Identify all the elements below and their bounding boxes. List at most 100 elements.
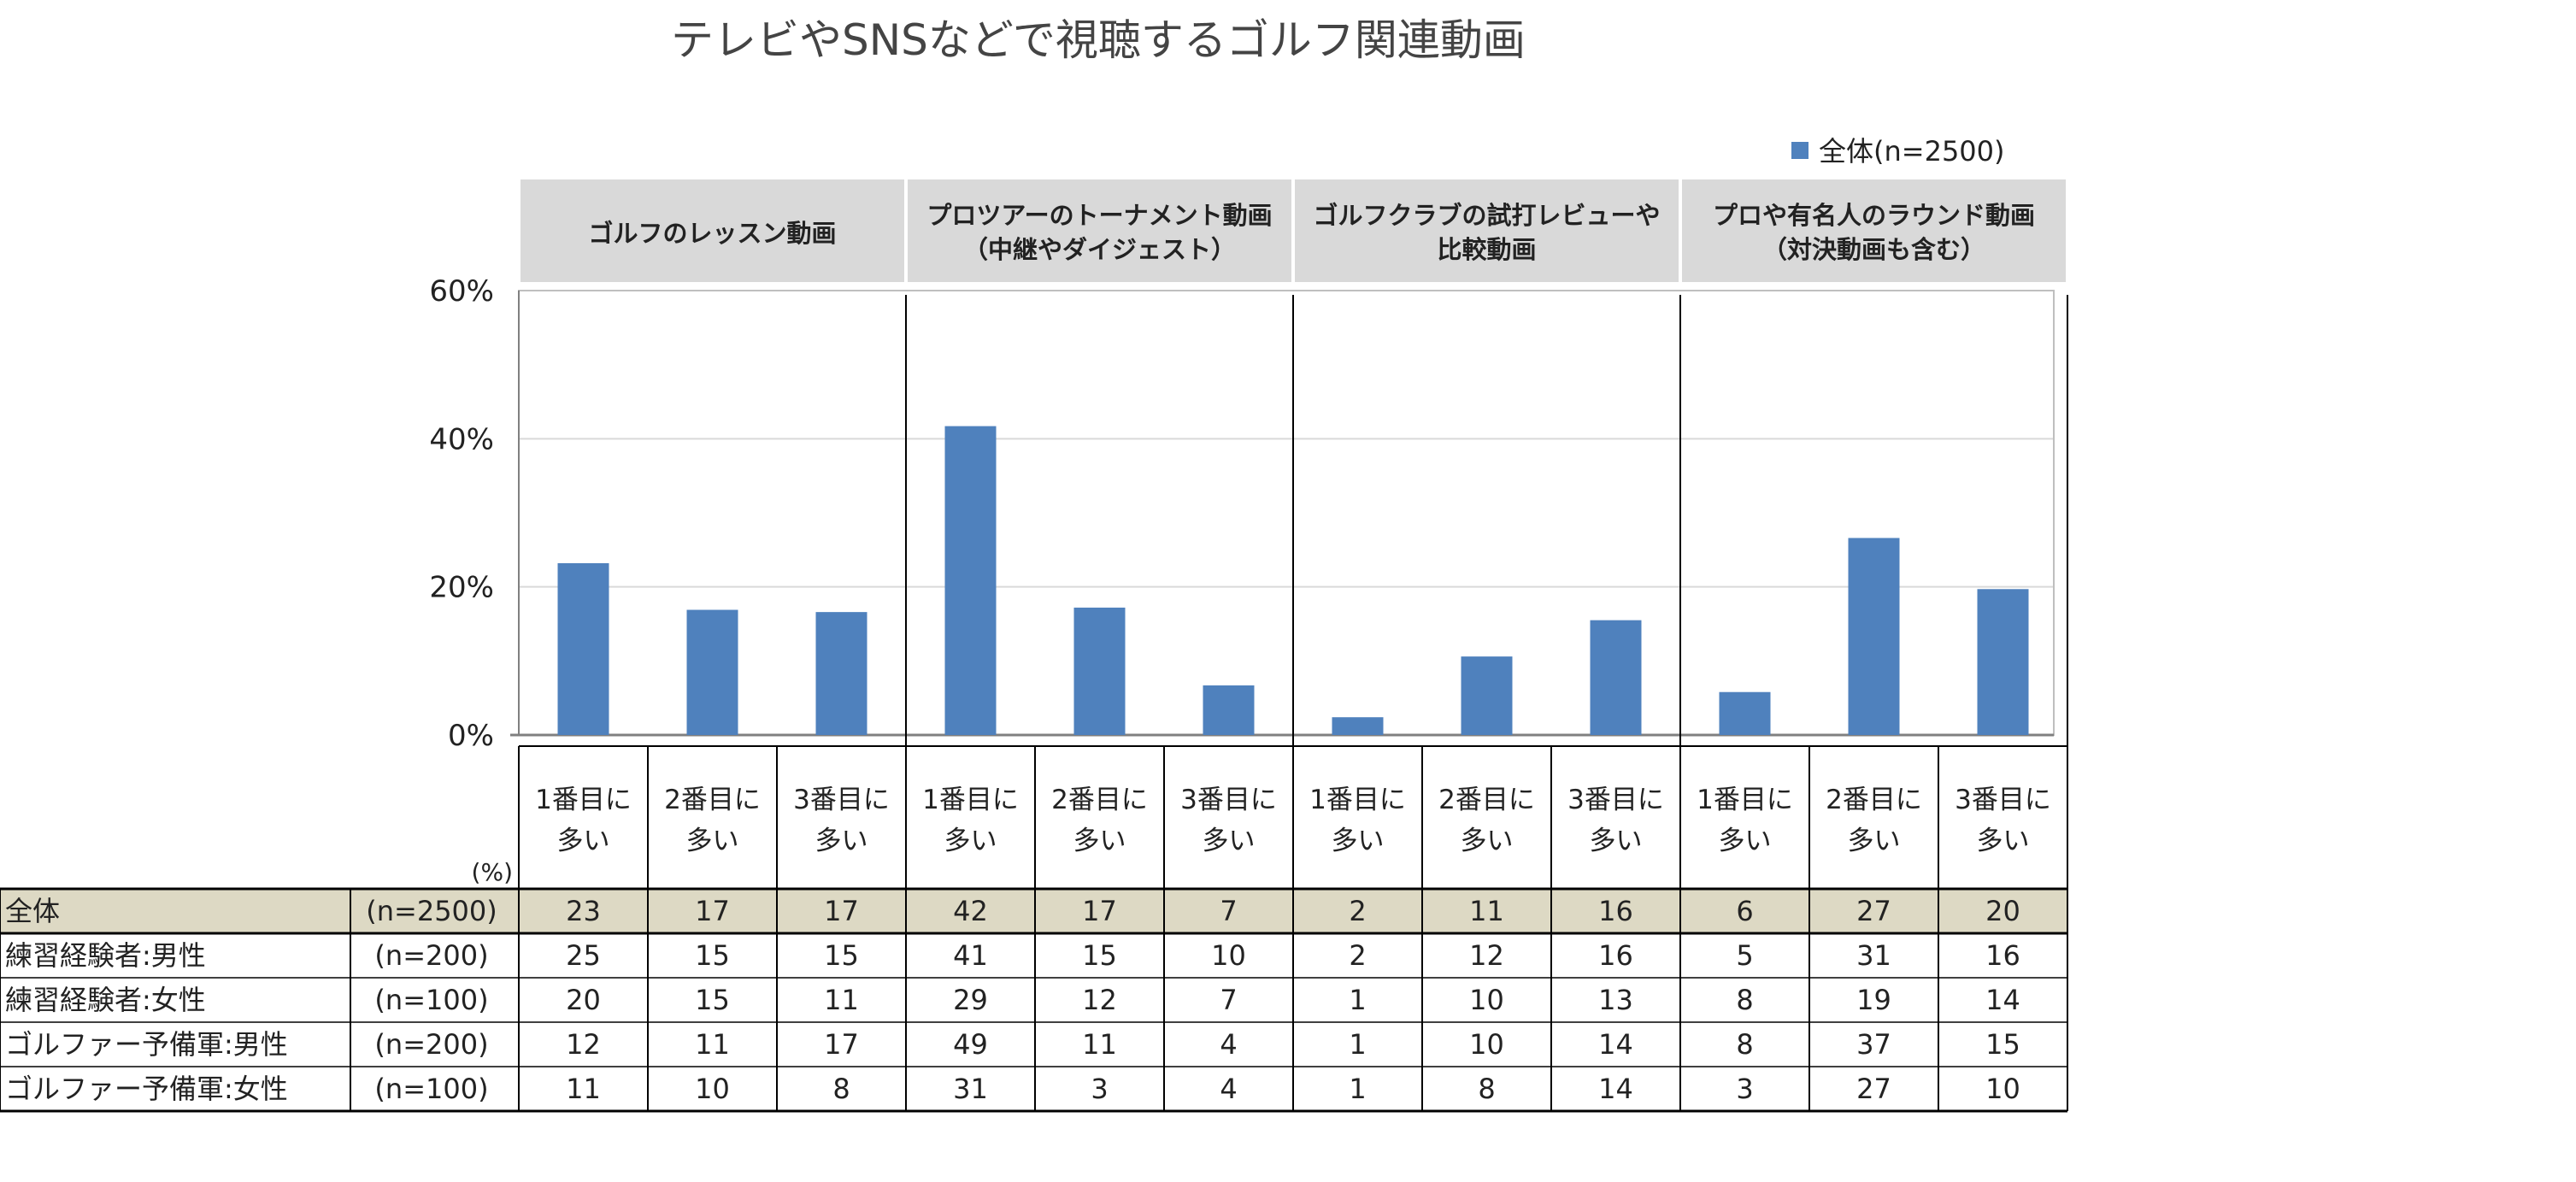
bar: [1332, 717, 1384, 735]
table-cell: 11: [1082, 1028, 1117, 1061]
table-cell: 27: [1856, 895, 1891, 927]
bar: [1073, 607, 1126, 735]
category-label-line1: 2番目に: [1051, 785, 1148, 815]
table-cell: 12: [1469, 939, 1504, 972]
table-cell: 1: [1349, 1073, 1366, 1105]
table-cell: 23: [566, 895, 601, 927]
category-label-line2: 多い: [1332, 826, 1385, 856]
table-cell: 17: [695, 895, 730, 927]
bar: [686, 609, 738, 735]
table-cell: 42: [953, 895, 988, 927]
table-cell: 13: [1598, 984, 1633, 1016]
table-cell: 20: [566, 984, 601, 1016]
table-cell: 27: [1856, 1073, 1891, 1105]
table-cell: 15: [1082, 939, 1117, 972]
bar: [944, 426, 997, 735]
table-row-n: (n=100): [374, 1073, 488, 1105]
table-cell: 17: [824, 895, 859, 927]
table-cell: 11: [824, 984, 859, 1016]
table-cell: 8: [832, 1073, 850, 1105]
group-header-label: プロツアーのトーナメント動画: [926, 201, 1272, 230]
group-header-bg: [1682, 179, 2066, 282]
table-row-label: ゴルファー予備軍:女性: [5, 1073, 288, 1105]
bar: [1590, 620, 1642, 735]
bar: [1848, 538, 1900, 735]
category-label-line1: 3番目に: [793, 785, 890, 815]
group-header-label: 比較動画: [1437, 235, 1536, 264]
table-cell: 20: [1985, 895, 2020, 927]
table-cell: 17: [824, 1028, 859, 1061]
category-label-line1: 1番目に: [922, 785, 1019, 815]
category-label-line1: 2番目に: [664, 785, 761, 815]
category-label-line2: 多い: [1977, 826, 2030, 856]
table-row-label: 練習経験者:女性: [5, 984, 206, 1016]
category-label-line2: 多い: [815, 826, 868, 856]
table-cell: 5: [1736, 939, 1753, 972]
category-label-line2: 多い: [557, 826, 610, 856]
category-label-line2: 多い: [1590, 826, 1643, 856]
table-cell: 4: [1220, 1028, 1237, 1061]
category-label-line1: 1番目に: [1309, 785, 1406, 815]
table-cell: 7: [1220, 984, 1237, 1016]
bar: [815, 612, 867, 735]
table-cell: 7: [1220, 895, 1237, 927]
group-header-label: ゴルフのレッスン動画: [588, 219, 836, 248]
table-row-n: (n=100): [374, 984, 488, 1016]
table-cell: 16: [1598, 939, 1633, 972]
table-cell: 15: [824, 939, 859, 972]
table-cell: 4: [1220, 1073, 1237, 1105]
category-label-line1: 1番目に: [535, 785, 632, 815]
category-label-line1: 3番目に: [1955, 785, 2051, 815]
table-cell: 12: [1082, 984, 1117, 1016]
table-cell: 10: [695, 1073, 730, 1105]
table-cell: 14: [1598, 1073, 1633, 1105]
table-cell: 19: [1856, 984, 1891, 1016]
table-cell: 2: [1349, 895, 1366, 927]
group-header-label: （中継やダイジェスト）: [963, 235, 1236, 264]
group-header-label: ゴルフクラブの試打レビューや: [1313, 201, 1660, 230]
category-label-line2: 多い: [1848, 826, 1901, 856]
table-cell: 14: [1598, 1028, 1633, 1061]
table-cell: 10: [1469, 1028, 1504, 1061]
table-cell: 15: [1985, 1028, 2020, 1061]
table-cell: 49: [953, 1028, 988, 1061]
category-label-line2: 多い: [1073, 826, 1126, 856]
table-cell: 10: [1985, 1073, 2020, 1105]
table-cell: 12: [566, 1028, 601, 1061]
y-tick-label: 20%: [429, 571, 494, 605]
group-header-label: （対決動画も含む）: [1762, 235, 1985, 264]
table-cell: 41: [953, 939, 988, 972]
table-cell: 17: [1082, 895, 1117, 927]
y-tick-label: 40%: [429, 422, 494, 456]
table-cell: 8: [1478, 1073, 1495, 1105]
bar: [557, 562, 609, 735]
group-header-bg: [1295, 179, 1679, 282]
category-label-line1: 1番目に: [1697, 785, 1793, 815]
table-cell: 11: [566, 1073, 601, 1105]
table-cell: 31: [953, 1073, 988, 1105]
table-cell: 15: [695, 984, 730, 1016]
table-cell: 3: [1091, 1073, 1108, 1105]
table-cell: 10: [1211, 939, 1246, 972]
category-label-line1: 2番目に: [1438, 785, 1535, 815]
category-label-line1: 3番目に: [1567, 785, 1664, 815]
table-cell: 10: [1469, 984, 1504, 1016]
y-tick-label: 0%: [448, 719, 494, 753]
table-cell: 1: [1349, 984, 1366, 1016]
bar: [1203, 685, 1255, 735]
unit-label: (%): [472, 858, 513, 886]
bar: [1461, 656, 1513, 735]
table-cell: 31: [1856, 939, 1891, 972]
category-label-line2: 多い: [1203, 826, 1256, 856]
plot-frame: [518, 290, 2055, 736]
group-header-label: プロや有名人のラウンド動画: [1713, 201, 2035, 230]
table-row-label: 全体: [5, 895, 60, 927]
table-cell: 2: [1349, 939, 1366, 972]
table-cell: 8: [1736, 984, 1753, 1016]
category-label-line2: 多い: [686, 826, 739, 856]
table-cell: 11: [695, 1028, 730, 1061]
group-header-bg: [908, 179, 1291, 282]
category-label-line2: 多い: [1719, 826, 1772, 856]
table-cell: 25: [566, 939, 601, 972]
